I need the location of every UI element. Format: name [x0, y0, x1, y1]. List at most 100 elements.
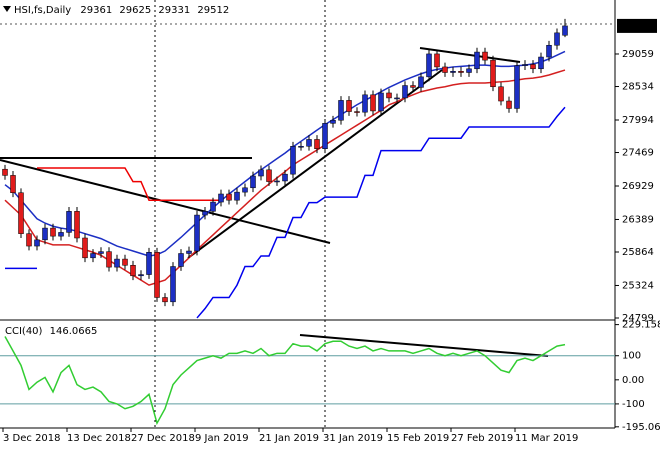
candle-body — [370, 94, 376, 112]
cci-line — [4, 336, 566, 426]
candle-body — [378, 92, 384, 112]
x-tick-label: 15 Feb 2019 — [387, 433, 449, 444]
candle-body — [26, 233, 32, 247]
y-tick-label: 27994 — [622, 115, 654, 126]
candle-body — [146, 251, 152, 275]
candle-body — [458, 71, 464, 73]
candle-body — [274, 180, 280, 183]
candle-body — [354, 111, 360, 113]
low-value: 29331 — [158, 5, 190, 16]
overlay-line — [4, 50, 566, 257]
close-value: 29512 — [197, 5, 229, 16]
candle-body — [226, 193, 232, 201]
candle-body — [90, 253, 96, 259]
candle-body — [418, 76, 424, 88]
candle-body — [98, 251, 104, 254]
overlay-line — [37, 167, 221, 201]
candle-body — [10, 175, 16, 194]
y-tick-label: 100 — [622, 351, 641, 362]
y-tick-label: 229.1588 — [622, 320, 660, 331]
candle-body — [426, 53, 432, 78]
y-tick-label: 25864 — [622, 247, 654, 258]
candle-body — [306, 139, 312, 147]
candle-body — [250, 175, 256, 189]
candle-body — [202, 211, 208, 216]
candle-body — [50, 227, 56, 237]
y-tick-label: 26929 — [622, 181, 654, 192]
candle-body — [314, 139, 320, 149]
x-tick-label: 27 Dec 2018 — [131, 433, 195, 444]
candle-body — [258, 169, 264, 177]
candle-body — [154, 251, 160, 298]
candle-body — [474, 51, 480, 70]
y-tick-label: 28534 — [622, 82, 654, 93]
y-tick-label: 29059 — [622, 49, 654, 60]
candle-body — [362, 94, 368, 113]
candle-body — [514, 65, 520, 109]
candle-body — [58, 232, 64, 237]
y-tick-label: -100 — [622, 399, 645, 410]
candle-body — [434, 53, 440, 68]
candle-body — [66, 211, 72, 233]
candle-body — [18, 192, 24, 234]
candle-body — [266, 169, 272, 182]
candle-body — [186, 250, 192, 254]
candle-body — [338, 100, 344, 121]
x-tick-label: 3 Dec 2018 — [3, 433, 61, 444]
candle-body — [282, 173, 288, 182]
indicator-header: CCI(40) 146.0665 — [5, 326, 97, 337]
candle-body — [2, 168, 8, 176]
candle-body — [330, 119, 336, 124]
candle-body — [242, 187, 248, 193]
candle-body — [522, 64, 528, 66]
open-value: 29361 — [80, 5, 112, 16]
candle-body — [234, 191, 240, 201]
candle-body — [170, 266, 176, 303]
candle-body — [490, 59, 496, 88]
candle-body — [386, 92, 392, 99]
candle-body — [194, 214, 200, 252]
x-tick-label: 11 Mar 2019 — [515, 433, 578, 444]
candle-body — [562, 25, 568, 36]
candle-body — [322, 123, 328, 149]
candle-body — [466, 68, 472, 73]
candle-body — [210, 201, 216, 212]
overlay-line — [5, 106, 566, 319]
menu-arrow[interactable] — [3, 6, 11, 12]
y-tick-label: 27469 — [622, 148, 654, 159]
trend-line — [299, 334, 549, 357]
candle-body — [298, 146, 304, 148]
candle-body — [394, 97, 400, 100]
x-tick-label: 31 Jan 2019 — [323, 433, 383, 444]
symbol: HSI,fs,Daily — [14, 5, 71, 16]
y-tick-label: 0.00 — [622, 375, 644, 386]
price-box-label: 29512 — [621, 21, 653, 32]
price-box — [617, 18, 657, 33]
candle-body — [34, 239, 40, 247]
x-tick-label: 13 Dec 2018 — [67, 433, 131, 444]
candle-body — [178, 253, 184, 267]
y-tick-label: 25324 — [622, 280, 654, 291]
candle-body — [42, 227, 48, 241]
candle-body — [290, 146, 296, 175]
candle-body — [218, 193, 224, 203]
candle-body — [450, 71, 456, 73]
candle-body — [402, 85, 408, 99]
candle-body — [346, 100, 352, 112]
candle-body — [530, 64, 536, 70]
symbol-header: HSI,fs,Daily 29361 29625 29331 29512 — [14, 5, 229, 16]
candle-body — [554, 32, 560, 46]
trend-line — [187, 69, 443, 259]
candle-body — [506, 100, 512, 109]
candle-body — [122, 258, 128, 266]
candle-body — [482, 51, 488, 61]
candle-body — [130, 265, 136, 277]
candle-body — [82, 237, 88, 259]
x-tick-label: 9 Jan 2019 — [195, 433, 249, 444]
y-tick-label: -195.0611 — [622, 422, 660, 433]
candle-body — [74, 211, 80, 239]
candle-body — [114, 258, 120, 268]
candle-body — [442, 66, 448, 73]
